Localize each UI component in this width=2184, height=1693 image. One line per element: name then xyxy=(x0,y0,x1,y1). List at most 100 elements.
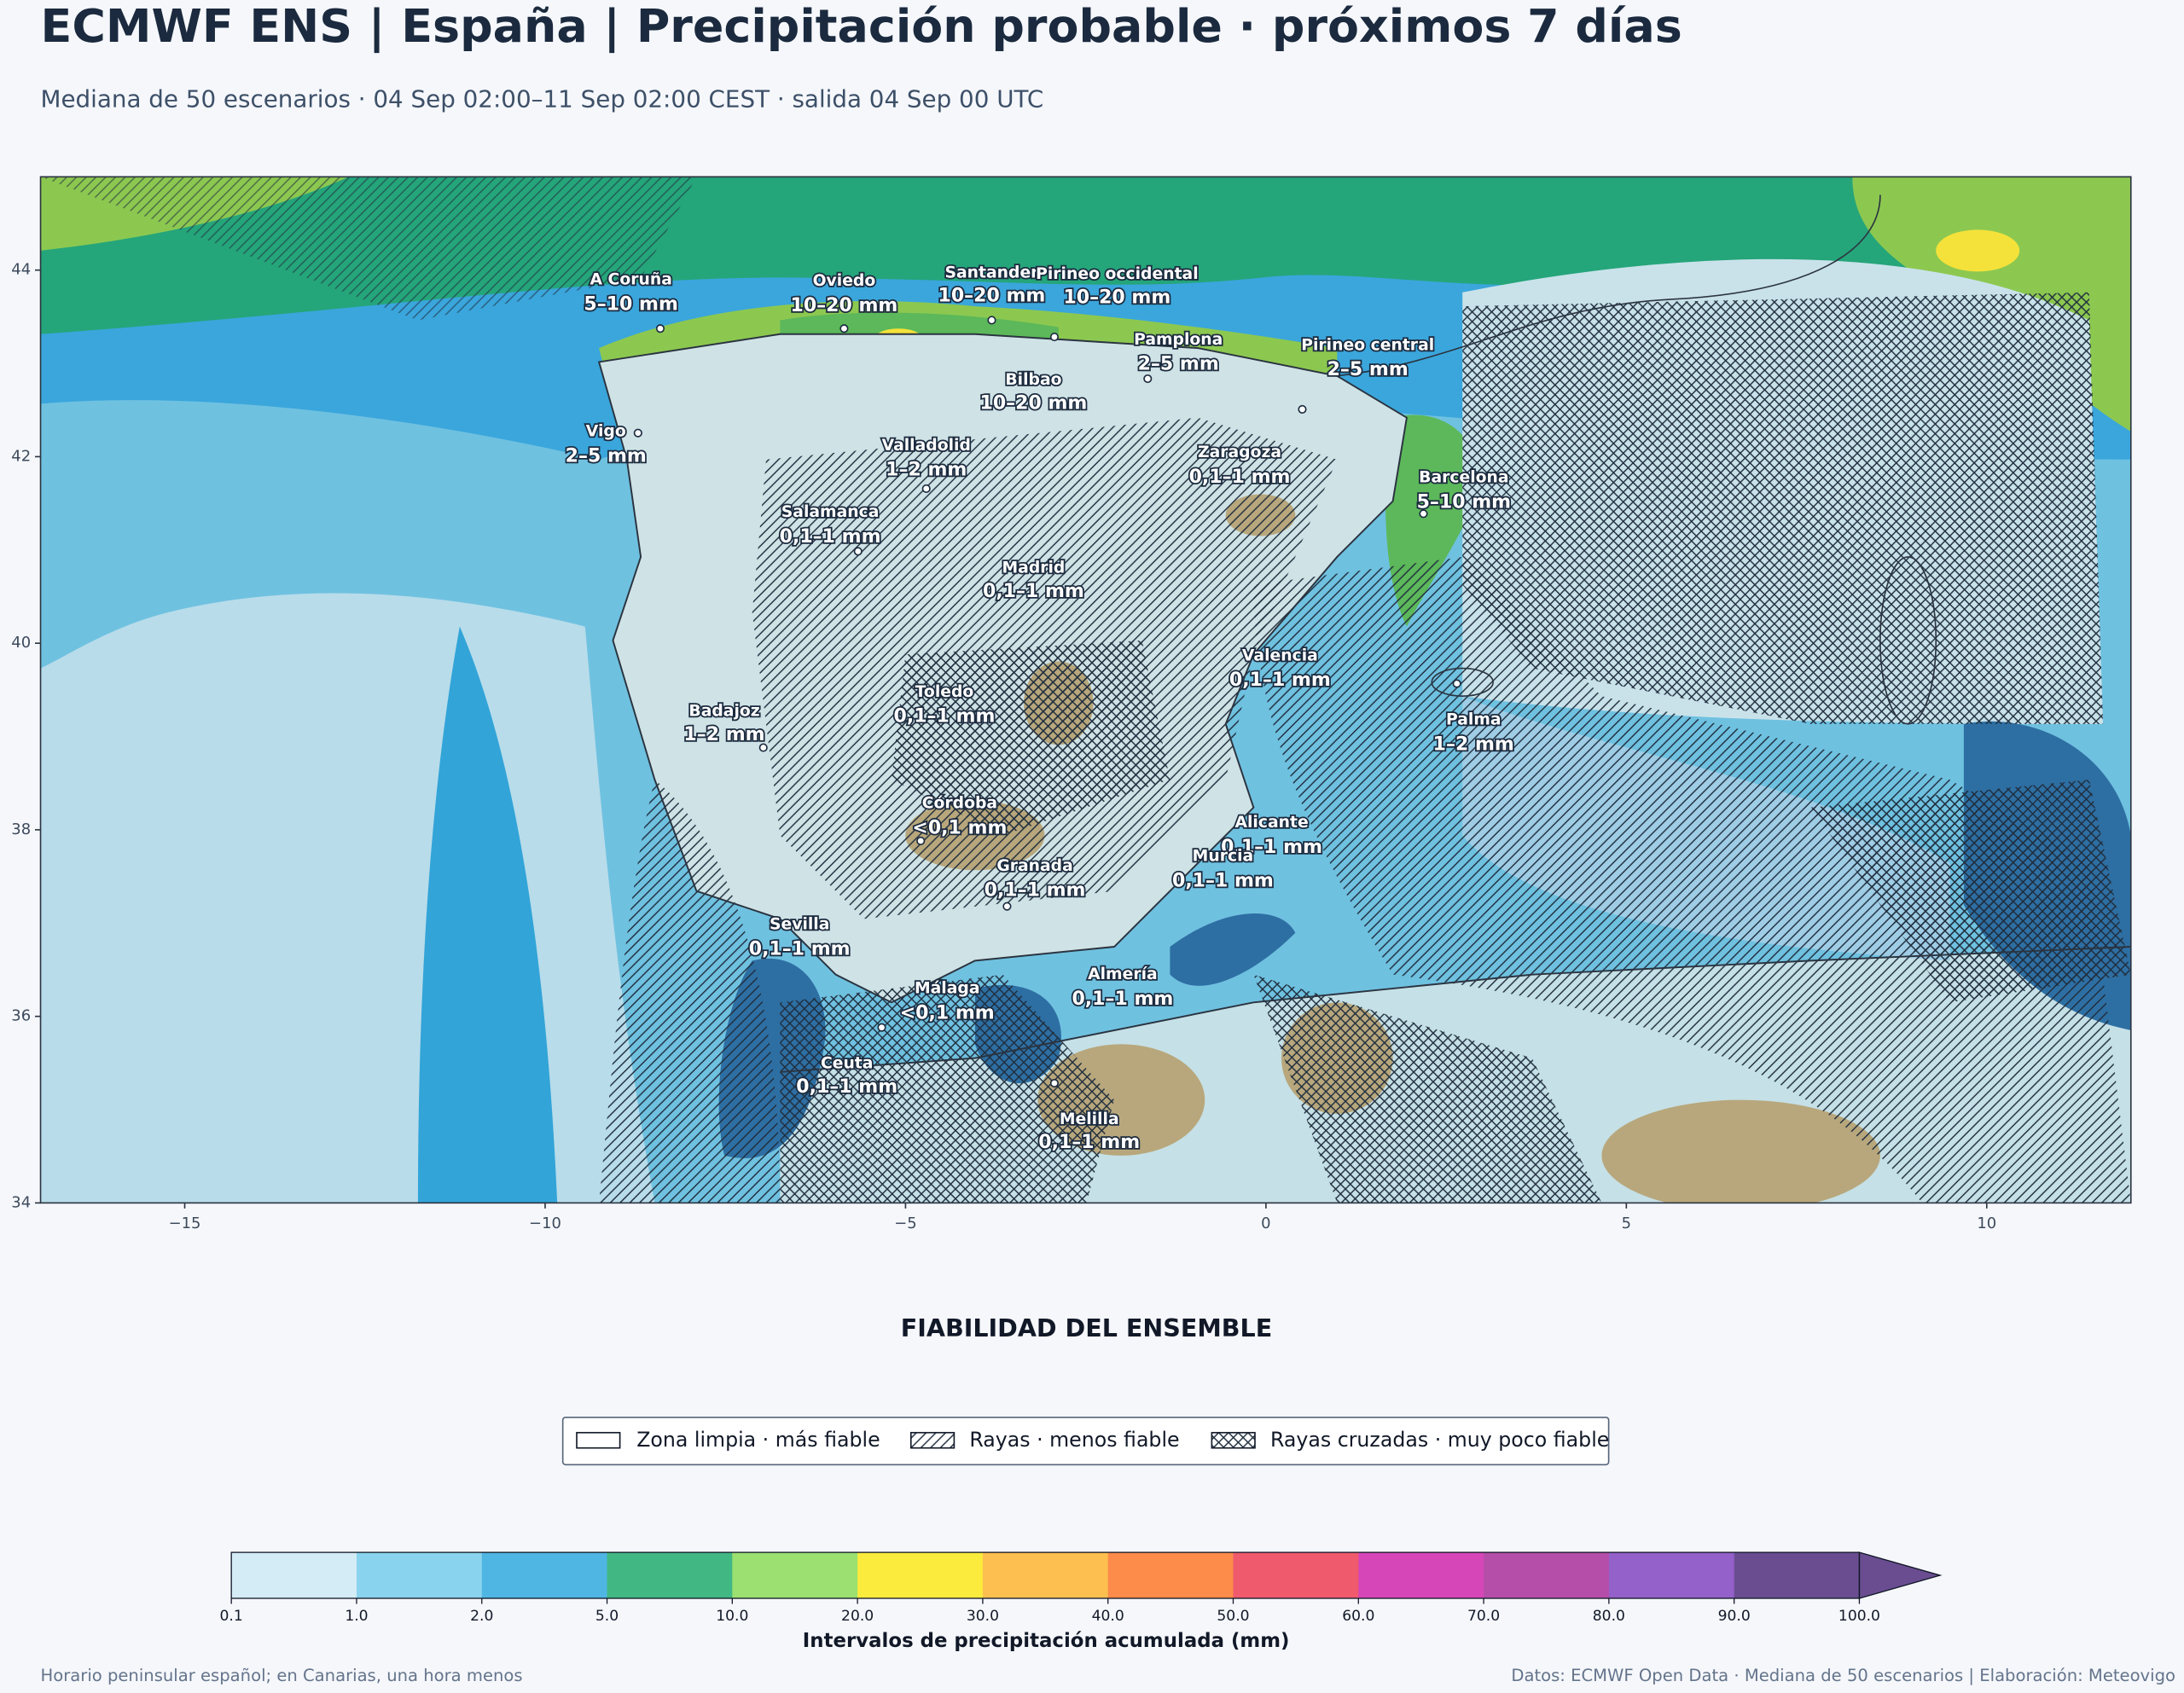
city-value: 2–5 mm xyxy=(1327,359,1409,380)
colorbar-tick-label: 100.0 xyxy=(1838,1608,1880,1625)
city-name: Oviedo xyxy=(813,272,876,290)
city-value: 2–5 mm xyxy=(1138,354,1219,375)
city-dot xyxy=(839,324,849,333)
x-tick-label: 5 xyxy=(1622,1215,1631,1232)
city-dot xyxy=(655,324,665,333)
city-name: Pamplona xyxy=(1134,331,1223,349)
city-value: 2–5 mm xyxy=(566,445,647,467)
y-tick-label: 38 xyxy=(11,820,31,838)
x-tick-label: −15 xyxy=(169,1215,201,1232)
city-value: <0,1 mm xyxy=(912,817,1007,838)
colorbar-segment xyxy=(231,1552,357,1598)
colorbar-segment xyxy=(1358,1552,1484,1598)
colorbar-extend xyxy=(1858,1551,1943,1599)
city-name: Alicante xyxy=(1234,814,1308,832)
city-dot xyxy=(877,1023,886,1032)
city-value: 0,1–1 mm xyxy=(1189,467,1291,488)
city-name: Córdoba xyxy=(922,794,997,812)
colorbar-tick-label: 10.0 xyxy=(716,1608,748,1625)
subtitle: Mediana de 50 escenarios · 04 Sep 02:00–… xyxy=(41,85,1044,113)
y-tick-label: 42 xyxy=(11,447,31,465)
city-dot xyxy=(853,547,863,556)
city-dot xyxy=(921,484,931,494)
colorbar-tick-label: 0.1 xyxy=(220,1608,243,1625)
city-value: 1–2 mm xyxy=(683,724,764,745)
colorbar-tick-label: 70.0 xyxy=(1467,1608,1500,1625)
colorbar-tick-label: 60.0 xyxy=(1342,1608,1374,1625)
city-dot xyxy=(1002,902,1012,911)
colorbar-label: Intervalos de precipitación acumulada (m… xyxy=(803,1630,1290,1652)
city-dot xyxy=(1049,1078,1059,1088)
x-tick-label: 0 xyxy=(1261,1215,1270,1232)
city-value: <0,1 mm xyxy=(900,1002,995,1023)
city-value: 10–20 mm xyxy=(1063,287,1170,308)
city-dot xyxy=(1298,404,1307,414)
city-name: Zaragoza xyxy=(1198,444,1281,461)
city-value: 0,1–1 mm xyxy=(985,880,1086,902)
colorbar-segment xyxy=(1608,1552,1735,1598)
city-name: Bilbao xyxy=(1005,371,1061,389)
city-value: 0,1–1 mm xyxy=(780,526,881,548)
city-dot xyxy=(916,836,926,846)
colorbar-segment xyxy=(1734,1552,1861,1598)
city-name: Málaga xyxy=(915,980,980,998)
colorbar-segment xyxy=(857,1552,984,1598)
city-dot xyxy=(633,428,642,438)
colorbar-tick-label: 30.0 xyxy=(967,1608,999,1625)
colorbar: 0.1 1.0 2.0 5.0 10.0 20.0 30.0 40.0 50.0 60.0 70.0… xyxy=(220,1551,1943,1625)
city-value: 10–20 mm xyxy=(938,286,1046,307)
city-value: 0,1–1 mm xyxy=(894,706,996,728)
footer-right: Datos: ECMWF Open Data · Mediana de 50 e… xyxy=(1511,1666,2175,1685)
colorbar-segment xyxy=(1484,1552,1610,1598)
city-name: Toledo xyxy=(915,683,974,701)
legend-symbol xyxy=(1211,1431,1256,1449)
city-dot xyxy=(1049,332,1059,342)
colorbar-segment xyxy=(732,1552,858,1598)
city-value: 0,1–1 mm xyxy=(1172,870,1274,891)
x-tick-label: −10 xyxy=(529,1215,561,1232)
legend-box xyxy=(561,1416,1610,1466)
colorbar-tick-label: 5.0 xyxy=(595,1608,619,1625)
city-value: 0,1–1 mm xyxy=(1072,989,1173,1010)
legend-label: Rayas cruzadas · muy poco fiable xyxy=(1270,1428,1609,1452)
legend-layer: Zona limpia · más fiable Rayas · menos fi… xyxy=(576,1428,1609,1452)
x-tick-label: 10 xyxy=(1977,1215,1996,1232)
city-name: Ceuta xyxy=(821,1055,874,1073)
city-name: Pirineo central xyxy=(1301,336,1434,354)
map-layer: −15 −10 −5 0 5 10 34 36 38 40 42 44 A Coruña 5–10 mm O… xyxy=(11,261,1996,1232)
footer-left: Horario peninsular español; en Canarias,… xyxy=(41,1666,523,1685)
city-dot xyxy=(1452,679,1461,688)
city-name: Salamanca xyxy=(781,503,880,521)
x-tick-label: −5 xyxy=(894,1215,916,1232)
city-name: Pirineo occidental xyxy=(1036,265,1199,283)
city-value: 0,1–1 mm xyxy=(749,938,851,960)
city-value: 10–20 mm xyxy=(791,295,898,316)
city-dot xyxy=(1143,374,1153,384)
city-name: Madrid xyxy=(1002,560,1065,577)
y-tick-label: 34 xyxy=(11,1193,31,1211)
city-value: 5–10 mm xyxy=(1417,491,1512,513)
colorbar-segment xyxy=(1107,1552,1234,1598)
colorbar-tick-label: 40.0 xyxy=(1092,1608,1124,1625)
city-name: Granada xyxy=(996,857,1072,875)
y-tick-label: 40 xyxy=(11,634,31,652)
city-value: 0,1–1 mm xyxy=(1038,1132,1140,1153)
city-name: Palma xyxy=(1446,710,1502,728)
city-value: 1–2 mm xyxy=(1433,733,1514,755)
map-frame xyxy=(39,176,2132,1204)
city-value: 0,1–1 mm xyxy=(1221,837,1322,858)
city-name: Almería xyxy=(1088,965,1158,983)
colorbar-segment xyxy=(356,1552,483,1598)
y-tick-label: 36 xyxy=(11,1007,31,1025)
legend-symbol xyxy=(576,1431,621,1449)
colorbar-segment xyxy=(982,1552,1109,1598)
colorbar-frame xyxy=(230,1551,1861,1599)
city-value: 1–2 mm xyxy=(886,460,967,481)
colorbar-segment xyxy=(481,1552,608,1598)
legend-label: Rayas · menos fiable xyxy=(969,1428,1179,1452)
legend-title: FIABILIDAD DEL ENSEMBLE xyxy=(901,1313,1272,1342)
city-value: 5–10 mm xyxy=(584,293,678,315)
city-value: 10–20 mm xyxy=(980,392,1088,414)
